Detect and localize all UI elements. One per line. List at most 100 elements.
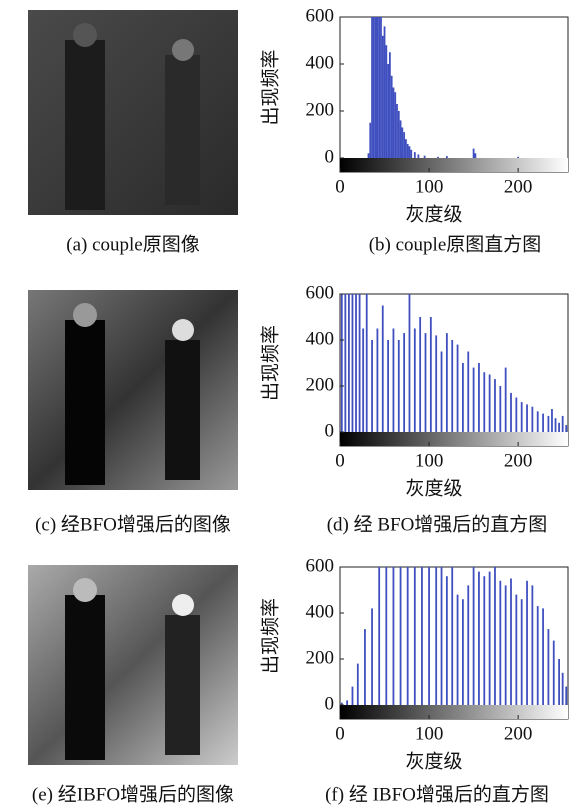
bar: [562, 673, 564, 705]
y-tick-label: 600: [306, 555, 335, 576]
bar: [393, 556, 395, 706]
bar: [401, 127, 403, 158]
y-tick-label: 600: [306, 5, 335, 26]
bar: [368, 153, 370, 158]
bar: [441, 562, 443, 705]
bar: [366, 294, 368, 432]
y-tick-label: 200: [306, 374, 335, 395]
caption: (d) 经 BFO增强后的直方图: [327, 513, 548, 535]
bar: [446, 156, 448, 158]
y-axis-label: 出现频率: [259, 325, 281, 401]
bar: [467, 352, 469, 433]
bar: [400, 120, 402, 158]
bar: [414, 556, 416, 706]
bar: [364, 629, 366, 705]
bar: [405, 139, 407, 158]
bar: [371, 608, 373, 705]
bar: [562, 416, 564, 432]
bar: [537, 606, 539, 705]
caption: (c) 经BFO增强后的图像: [35, 513, 231, 535]
bar: [385, 45, 387, 158]
bar: [565, 687, 567, 705]
bar: [400, 556, 402, 706]
bar: [441, 352, 443, 433]
y-axis-label: 出现频率: [259, 49, 281, 125]
bar: [451, 340, 453, 432]
bar: [398, 340, 400, 432]
bar: [377, 329, 379, 433]
bar: [375, 0, 377, 158]
figure: (a) couple原图像 (b) couple原图直方图 (c) 经BFO增强…: [0, 0, 576, 809]
bar: [396, 104, 398, 158]
bar: [510, 579, 512, 706]
bar: [483, 372, 485, 432]
bar: [382, 36, 384, 158]
y-tick-label: 0: [325, 420, 335, 441]
bar: [467, 585, 469, 705]
x-tick-label: 0: [335, 723, 345, 744]
bar: [435, 335, 437, 432]
bar: [352, 283, 354, 433]
bar: [437, 157, 439, 158]
bar: [341, 283, 343, 433]
bar: [382, 306, 384, 433]
bar: [462, 363, 464, 432]
bar: [414, 329, 416, 433]
bar: [558, 423, 560, 432]
x-tick-label: 200: [504, 723, 533, 744]
bar: [410, 150, 412, 158]
bar: [371, 340, 373, 432]
bar: [421, 556, 423, 706]
bar: [521, 599, 523, 705]
bar: [425, 333, 427, 432]
bar: [462, 599, 464, 705]
bar: [537, 411, 539, 432]
bar: [526, 404, 528, 432]
caption: (b) couple原图直方图: [369, 233, 542, 255]
plot-frame: [340, 294, 568, 446]
x-tick-label: 100: [415, 723, 444, 744]
bar: [499, 581, 501, 705]
x-tick-label: 200: [504, 450, 533, 471]
y-tick-label: 0: [325, 146, 335, 167]
bar: [483, 576, 485, 705]
bar: [515, 595, 517, 705]
bar: [348, 294, 350, 432]
image-c: [28, 290, 238, 490]
bar: [515, 398, 517, 433]
bar: [531, 407, 533, 432]
y-tick-label: 200: [306, 99, 335, 120]
bar: [407, 556, 409, 706]
caption: (f) 经 IBFO增强后的直方图: [325, 783, 549, 805]
bar: [393, 88, 395, 159]
bar: [542, 608, 544, 705]
bar: [517, 157, 519, 158]
bar: [362, 329, 364, 433]
bar: [414, 152, 416, 158]
bar: [377, 5, 379, 158]
bar: [419, 317, 421, 432]
bar: [424, 156, 426, 158]
bar: [389, 52, 391, 158]
bar: [474, 153, 476, 158]
caption: (e) 经IBFO增强后的图像: [32, 783, 234, 805]
bar: [407, 144, 409, 158]
bars: [341, 283, 567, 433]
bar: [446, 333, 448, 432]
bar: [387, 340, 389, 432]
bar: [394, 92, 396, 158]
bar: [565, 425, 567, 432]
y-tick-label: 600: [306, 282, 335, 303]
x-axis-label: 灰度级: [405, 750, 462, 772]
bars: [341, 556, 567, 706]
bar: [494, 379, 496, 432]
bar: [473, 149, 475, 158]
y-tick-label: 400: [306, 601, 335, 622]
bar: [409, 146, 411, 158]
bar: [473, 567, 475, 705]
y-tick-label: 400: [306, 328, 335, 349]
bar: [526, 581, 528, 705]
bar: [373, 0, 375, 158]
